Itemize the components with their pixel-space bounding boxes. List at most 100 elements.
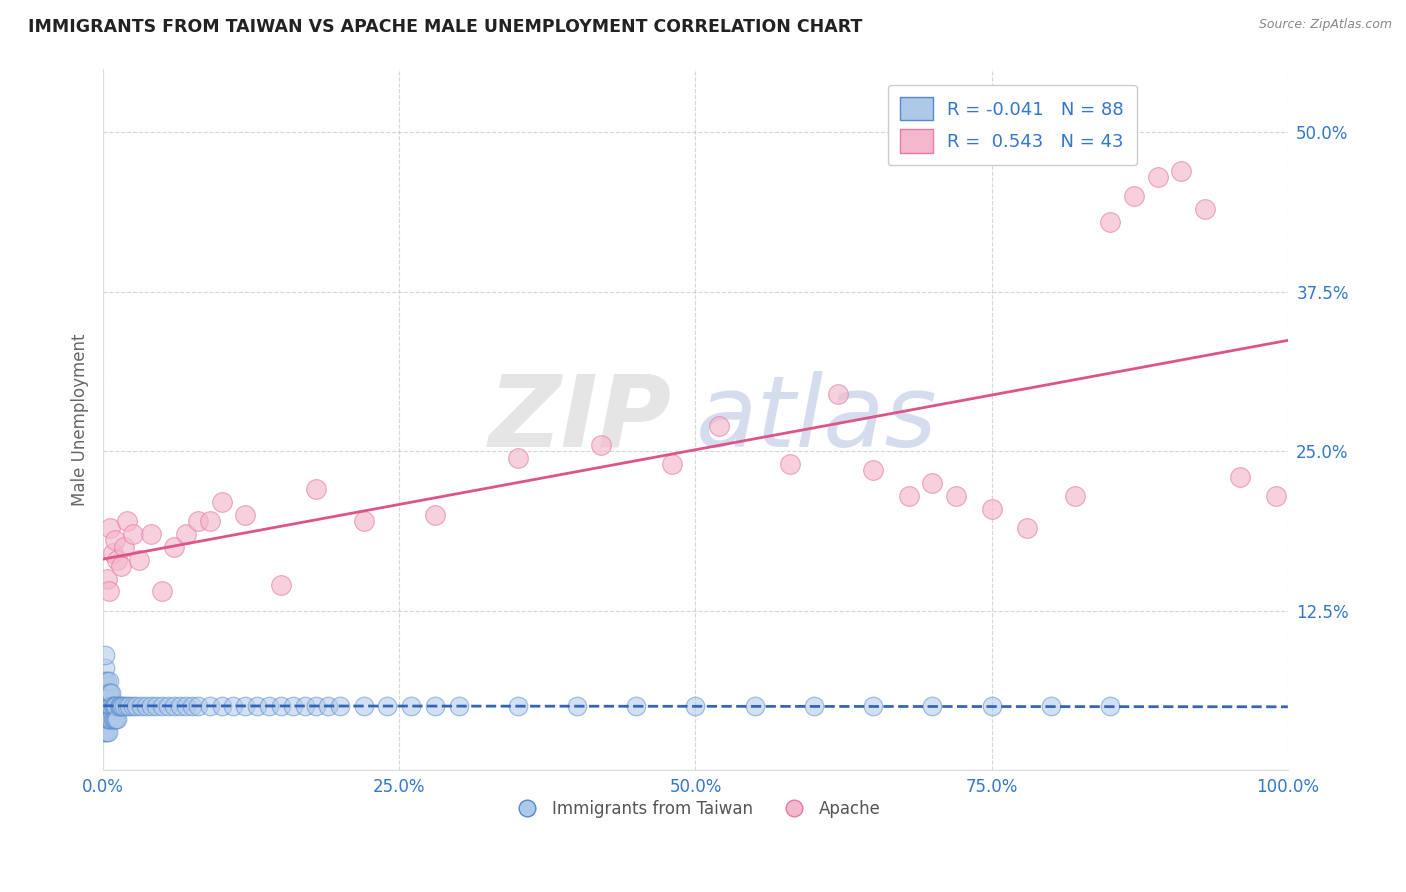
Point <box>93 673 115 688</box>
Point <box>174 527 197 541</box>
Point <box>329 699 352 714</box>
Point <box>163 540 186 554</box>
Point <box>100 699 122 714</box>
Point <box>115 699 138 714</box>
Point <box>198 699 221 714</box>
Point <box>98 712 121 726</box>
Point <box>447 699 470 714</box>
Point <box>353 514 375 528</box>
Text: ZIP: ZIP <box>489 371 672 467</box>
Point <box>110 558 132 573</box>
Point <box>181 699 204 714</box>
Point <box>744 699 766 714</box>
Point <box>114 540 136 554</box>
Point <box>100 712 122 726</box>
Point <box>96 572 118 586</box>
Point <box>115 514 138 528</box>
Point <box>187 514 209 528</box>
Point <box>105 699 128 714</box>
Point <box>101 546 124 560</box>
Point <box>97 712 120 726</box>
Point <box>399 699 422 714</box>
Point <box>1099 699 1122 714</box>
Point <box>94 648 117 663</box>
Point <box>233 699 256 714</box>
Point <box>827 386 849 401</box>
Point <box>1170 163 1192 178</box>
Point <box>281 699 304 714</box>
Point <box>1039 699 1062 714</box>
Point <box>1122 189 1144 203</box>
Point <box>121 527 143 541</box>
Point <box>150 584 173 599</box>
Point <box>96 712 118 726</box>
Point <box>93 712 115 726</box>
Point <box>145 699 167 714</box>
Point <box>108 699 131 714</box>
Point <box>96 724 118 739</box>
Point <box>129 699 152 714</box>
Point <box>589 438 612 452</box>
Point <box>97 686 120 700</box>
Text: IMMIGRANTS FROM TAIWAN VS APACHE MALE UNEMPLOYMENT CORRELATION CHART: IMMIGRANTS FROM TAIWAN VS APACHE MALE UN… <box>28 18 862 36</box>
Point <box>110 699 132 714</box>
Point <box>94 661 117 675</box>
Point <box>506 699 529 714</box>
Y-axis label: Male Unemployment: Male Unemployment <box>72 333 89 506</box>
Point <box>246 699 269 714</box>
Point <box>980 501 1002 516</box>
Point <box>107 699 129 714</box>
Point <box>114 699 136 714</box>
Point <box>98 699 121 714</box>
Point <box>105 712 128 726</box>
Point <box>316 699 339 714</box>
Point <box>353 699 375 714</box>
Point <box>1146 169 1168 184</box>
Point <box>709 418 731 433</box>
Point <box>150 699 173 714</box>
Legend: Immigrants from Taiwan, Apache: Immigrants from Taiwan, Apache <box>503 794 887 825</box>
Point <box>111 699 134 714</box>
Point <box>98 673 121 688</box>
Point <box>101 699 124 714</box>
Point <box>174 699 197 714</box>
Point <box>305 699 328 714</box>
Point <box>921 476 943 491</box>
Point <box>98 712 121 726</box>
Point <box>97 724 120 739</box>
Point <box>93 724 115 739</box>
Point <box>105 552 128 566</box>
Point <box>423 699 446 714</box>
Point <box>125 699 148 714</box>
Point <box>94 724 117 739</box>
Point <box>565 699 588 714</box>
Point <box>139 699 162 714</box>
Point <box>270 699 292 714</box>
Point <box>211 495 233 509</box>
Point <box>862 463 884 477</box>
Point <box>921 699 943 714</box>
Point <box>257 699 280 714</box>
Point <box>97 699 120 714</box>
Point <box>98 521 121 535</box>
Point <box>100 686 122 700</box>
Point <box>94 673 117 688</box>
Point <box>270 578 292 592</box>
Point <box>98 686 121 700</box>
Point <box>94 699 117 714</box>
Text: atlas: atlas <box>696 371 938 467</box>
Point <box>96 699 118 714</box>
Text: Source: ZipAtlas.com: Source: ZipAtlas.com <box>1258 18 1392 31</box>
Point <box>980 699 1002 714</box>
Point <box>139 527 162 541</box>
Point <box>803 699 825 714</box>
Point <box>233 508 256 522</box>
Point <box>121 699 143 714</box>
Point <box>128 552 150 566</box>
Point <box>377 699 399 714</box>
Point <box>222 699 245 714</box>
Point <box>779 457 801 471</box>
Point <box>506 450 529 465</box>
Point <box>198 514 221 528</box>
Point <box>169 699 191 714</box>
